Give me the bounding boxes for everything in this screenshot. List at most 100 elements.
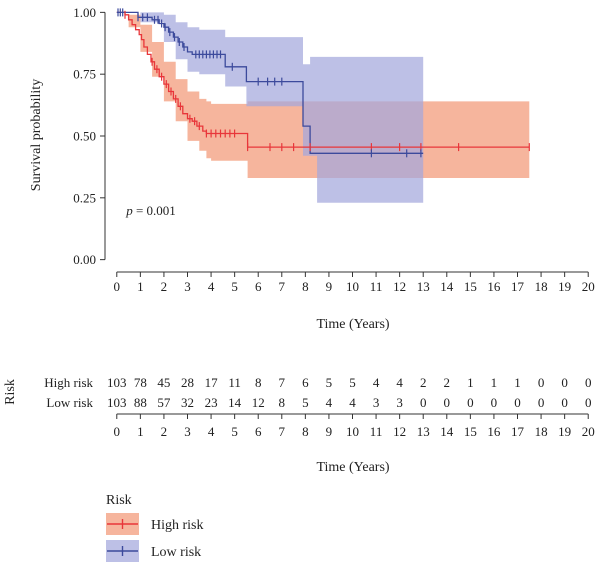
km-plot: 0 1 2 3 4 5 6 7 8 9 10 11 12 13 14 15 16 17 18 19 20 0.000.2…: [29, 5, 595, 332]
x-tick-label: 13: [417, 279, 430, 294]
risk-x-tick-label: 7: [279, 424, 286, 439]
x-tick-label: 0: [114, 279, 121, 294]
risk-x-tick-label: 16: [487, 424, 501, 439]
legend-label-low-risk: Low risk: [151, 545, 201, 560]
risk-table-cell: 0: [467, 395, 474, 410]
risk-table-cell: 0: [420, 395, 427, 410]
risk-table-x-axis-title: Time (Years): [316, 460, 389, 475]
legend-item-high-risk: High risk: [106, 513, 204, 535]
x-tick-label: 11: [370, 279, 383, 294]
risk-table-cell: 1: [514, 375, 521, 390]
x-tick-label: 1: [137, 279, 144, 294]
x-axis: 0 1 2 3 4 5 6 7 8 9 10 11 12 13 14 15 16 17 18 19 20: [114, 271, 595, 294]
x-tick-label: 7: [279, 279, 286, 294]
y-axis-title: Survival probability: [29, 79, 44, 191]
risk-table: Risk High risk Low risk 103 78 45 28 17 11 8 7 6…: [3, 375, 595, 475]
x-tick-label: 18: [535, 279, 548, 294]
x-tick-label: 17: [511, 279, 525, 294]
risk-table-cell: 3: [396, 395, 403, 410]
risk-table-cell: 23: [205, 395, 218, 410]
x-tick-label: 20: [582, 279, 595, 294]
risk-x-tick-label: 10: [346, 424, 359, 439]
x-tick-label: 15: [464, 279, 477, 294]
risk-table-cell: 57: [157, 395, 171, 410]
risk-table-cell: 103: [107, 395, 127, 410]
p-value-annotation: p = 0.001: [125, 203, 176, 218]
risk-table-cell: 14: [228, 395, 242, 410]
risk-x-tick-label: 3: [184, 424, 191, 439]
x-tick-label: 9: [326, 279, 333, 294]
risk-table-x-ticks: 0 1 2 3 4 5 6 7 8 9 10 11 12 13 14 15 16 17 18 19 20: [114, 414, 595, 439]
risk-table-cell: 17: [205, 375, 219, 390]
p-value-symbol: p: [125, 203, 133, 218]
x-tick-label: 3: [184, 279, 191, 294]
legend: Risk High risk Low risk: [106, 493, 204, 562]
risk-table-cell: 0: [491, 395, 498, 410]
risk-table-cell: 0: [561, 375, 568, 390]
risk-table-cell: 5: [302, 395, 309, 410]
risk-x-tick-label: 17: [511, 424, 525, 439]
risk-table-cell: 4: [326, 395, 333, 410]
x-tick-label: 4: [208, 279, 215, 294]
risk-x-tick-label: 12: [393, 424, 406, 439]
x-tick-label: 2: [161, 279, 168, 294]
risk-table-cell: 0: [585, 375, 592, 390]
risk-table-cell: 5: [326, 375, 333, 390]
legend-label-high-risk: High risk: [151, 518, 204, 533]
ci-band-low-risk: [116, 12, 424, 203]
risk-table-cell: 0: [538, 395, 545, 410]
y-tick-label: 0.75: [73, 67, 96, 82]
risk-x-tick-label: 0: [114, 424, 121, 439]
risk-row-label-low: Low risk: [46, 395, 93, 410]
y-tick-label: 0.50: [73, 129, 96, 144]
x-tick-label: 6: [255, 279, 262, 294]
risk-table-cell: 2: [420, 375, 427, 390]
risk-table-cell: 8: [255, 375, 262, 390]
risk-table-cell: 4: [349, 395, 356, 410]
risk-table-cell: 32: [181, 395, 194, 410]
risk-x-tick-label: 18: [535, 424, 548, 439]
x-tick-label: 12: [393, 279, 406, 294]
risk-x-tick-label: 15: [464, 424, 477, 439]
y-tick-label: 0.25: [73, 190, 96, 205]
x-axis-title: Time (Years): [316, 317, 389, 332]
risk-table-cell: 0: [514, 395, 521, 410]
x-tick-label: 19: [558, 279, 571, 294]
risk-table-cell: 28: [181, 375, 194, 390]
risk-table-cell: 2: [444, 375, 451, 390]
x-tick-label: 10: [346, 279, 359, 294]
x-ticks: 0 1 2 3 4 5 6 7 8 9 10 11 12 13 14 15 16 17 18 19 20: [114, 272, 595, 294]
risk-table-cell: 1: [491, 375, 498, 390]
risk-table-cell: 8: [279, 395, 286, 410]
x-tick-label: 5: [231, 279, 238, 294]
risk-x-tick-label: 11: [370, 424, 383, 439]
risk-x-tick-label: 6: [255, 424, 262, 439]
risk-table-cell: 12: [252, 395, 265, 410]
risk-table-cell: 0: [585, 395, 592, 410]
risk-table-cell: 88: [134, 395, 147, 410]
legend-title: Risk: [106, 493, 132, 508]
risk-table-cell: 6: [302, 375, 309, 390]
risk-table-ylabel: Risk: [3, 379, 18, 405]
risk-row-label-high: High risk: [44, 375, 93, 390]
risk-table-cell: 103: [107, 375, 127, 390]
y-tick-label: 0.00: [73, 252, 96, 267]
y-ticks: 0.00 0.25 0.50 0.75 1.00: [73, 5, 105, 267]
risk-table-cell: 1: [467, 375, 474, 390]
risk-table-cell: 0: [561, 395, 568, 410]
risk-x-tick-label: 2: [161, 424, 168, 439]
risk-table-cell: 0: [444, 395, 451, 410]
y-tick-label: 1.00: [73, 5, 96, 20]
x-tick-label: 14: [440, 279, 454, 294]
risk-table-cell: 78: [134, 375, 147, 390]
risk-x-tick-label: 9: [326, 424, 333, 439]
risk-table-cell: 11: [228, 375, 241, 390]
risk-x-tick-label: 19: [558, 424, 571, 439]
risk-table-cell: 5: [349, 375, 356, 390]
risk-x-tick-label: 13: [417, 424, 430, 439]
risk-table-cell: 4: [396, 375, 403, 390]
risk-x-tick-label: 14: [440, 424, 454, 439]
y-axis: 0.00 0.25 0.50 0.75 1.00: [73, 5, 106, 267]
risk-table-cell: 0: [538, 375, 545, 390]
